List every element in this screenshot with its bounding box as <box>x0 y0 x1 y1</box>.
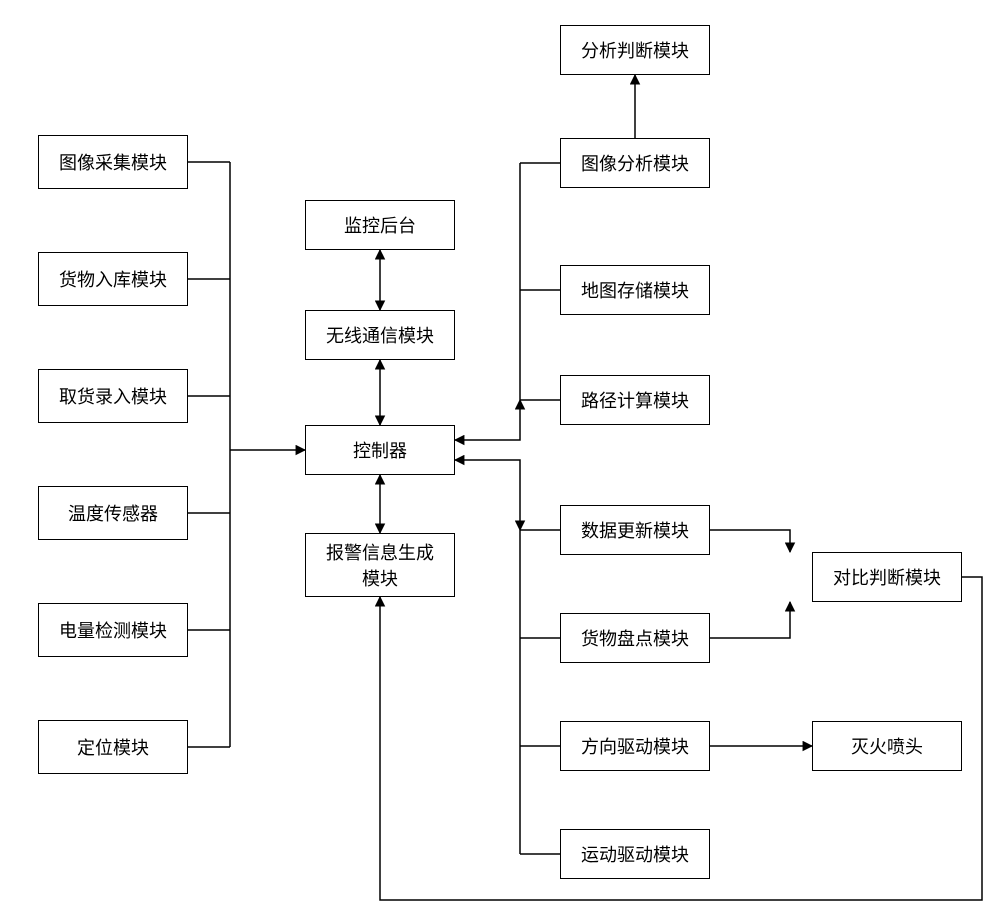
node-image_analysis: 图像分析模块 <box>560 138 710 188</box>
node-dir_drive: 方向驱动模块 <box>560 721 710 771</box>
node-alarm_gen: 报警信息生成 模块 <box>305 533 455 597</box>
node-goods_in: 货物入库模块 <box>38 252 188 306</box>
node-wireless: 无线通信模块 <box>305 310 455 360</box>
node-controller: 控制器 <box>305 425 455 475</box>
node-data_update: 数据更新模块 <box>560 505 710 555</box>
node-map_storage: 地图存储模块 <box>560 265 710 315</box>
node-location: 定位模块 <box>38 720 188 774</box>
node-compare_judge: 对比判断模块 <box>812 552 962 602</box>
node-goods_inv: 货物盘点模块 <box>560 613 710 663</box>
node-img_collect: 图像采集模块 <box>38 135 188 189</box>
node-pickup_input: 取货录入模块 <box>38 369 188 423</box>
node-path_calc: 路径计算模块 <box>560 375 710 425</box>
node-analysis_judge: 分析判断模块 <box>560 25 710 75</box>
node-monitor: 监控后台 <box>305 200 455 250</box>
node-power_detect: 电量检测模块 <box>38 603 188 657</box>
node-temp_sensor: 温度传感器 <box>38 486 188 540</box>
node-fire_nozzle: 灭火喷头 <box>812 721 962 771</box>
diagram-canvas: 图像采集模块货物入库模块取货录入模块温度传感器电量检测模块定位模块 监控后台无线通… <box>0 0 1000 918</box>
node-motion_drive: 运动驱动模块 <box>560 829 710 879</box>
